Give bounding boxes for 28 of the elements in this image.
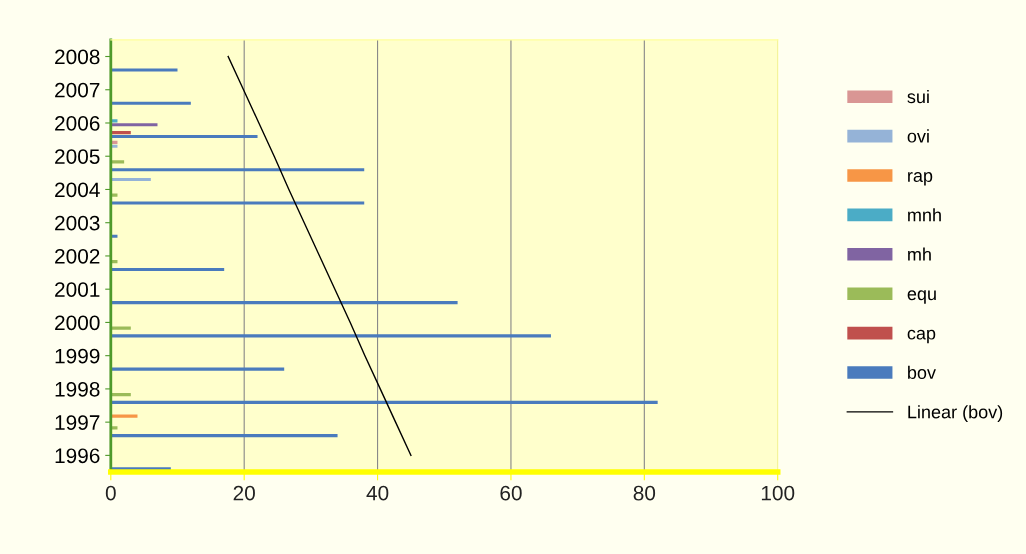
y-tick-label: 2007 — [55, 82, 100, 98]
x-tick-label: 60 — [500, 485, 522, 501]
legend-label: mh — [908, 247, 931, 261]
x-tick-label: 20 — [233, 485, 255, 501]
legend-label: equ — [907, 290, 936, 304]
y-tick-label: 1997 — [55, 415, 100, 430]
legend-label: sui — [907, 89, 929, 104]
legend-label: cap — [907, 329, 936, 344]
y-tick-label: 1996 — [55, 448, 100, 464]
y-tick-label: 2000 — [55, 315, 100, 331]
y-tick-label: 2001 — [55, 282, 100, 297]
x-tick-label: 0 — [105, 485, 116, 501]
y-tick-label: 2004 — [55, 182, 100, 198]
x-tick-label: 80 — [633, 485, 656, 501]
x-tick-label: 100 — [761, 485, 795, 501]
legend-label: rap — [908, 172, 933, 186]
y-tick-label: 2003 — [55, 215, 100, 231]
y-tick-label: 2002 — [55, 248, 100, 264]
y-tick-label: 2006 — [55, 115, 100, 131]
y-tick-label: 2005 — [55, 149, 100, 164]
legend-label: mnh — [908, 208, 941, 222]
x-tick-label: 40 — [366, 485, 389, 501]
legend-label: Linear (bov) — [908, 405, 1003, 422]
legend-label: bov — [908, 365, 936, 379]
y-tick-label: 1998 — [55, 381, 100, 397]
y-tick-label: 2008 — [55, 49, 100, 65]
legend-label: ovi — [907, 129, 929, 143]
y-tick-label: 1999 — [55, 348, 100, 364]
